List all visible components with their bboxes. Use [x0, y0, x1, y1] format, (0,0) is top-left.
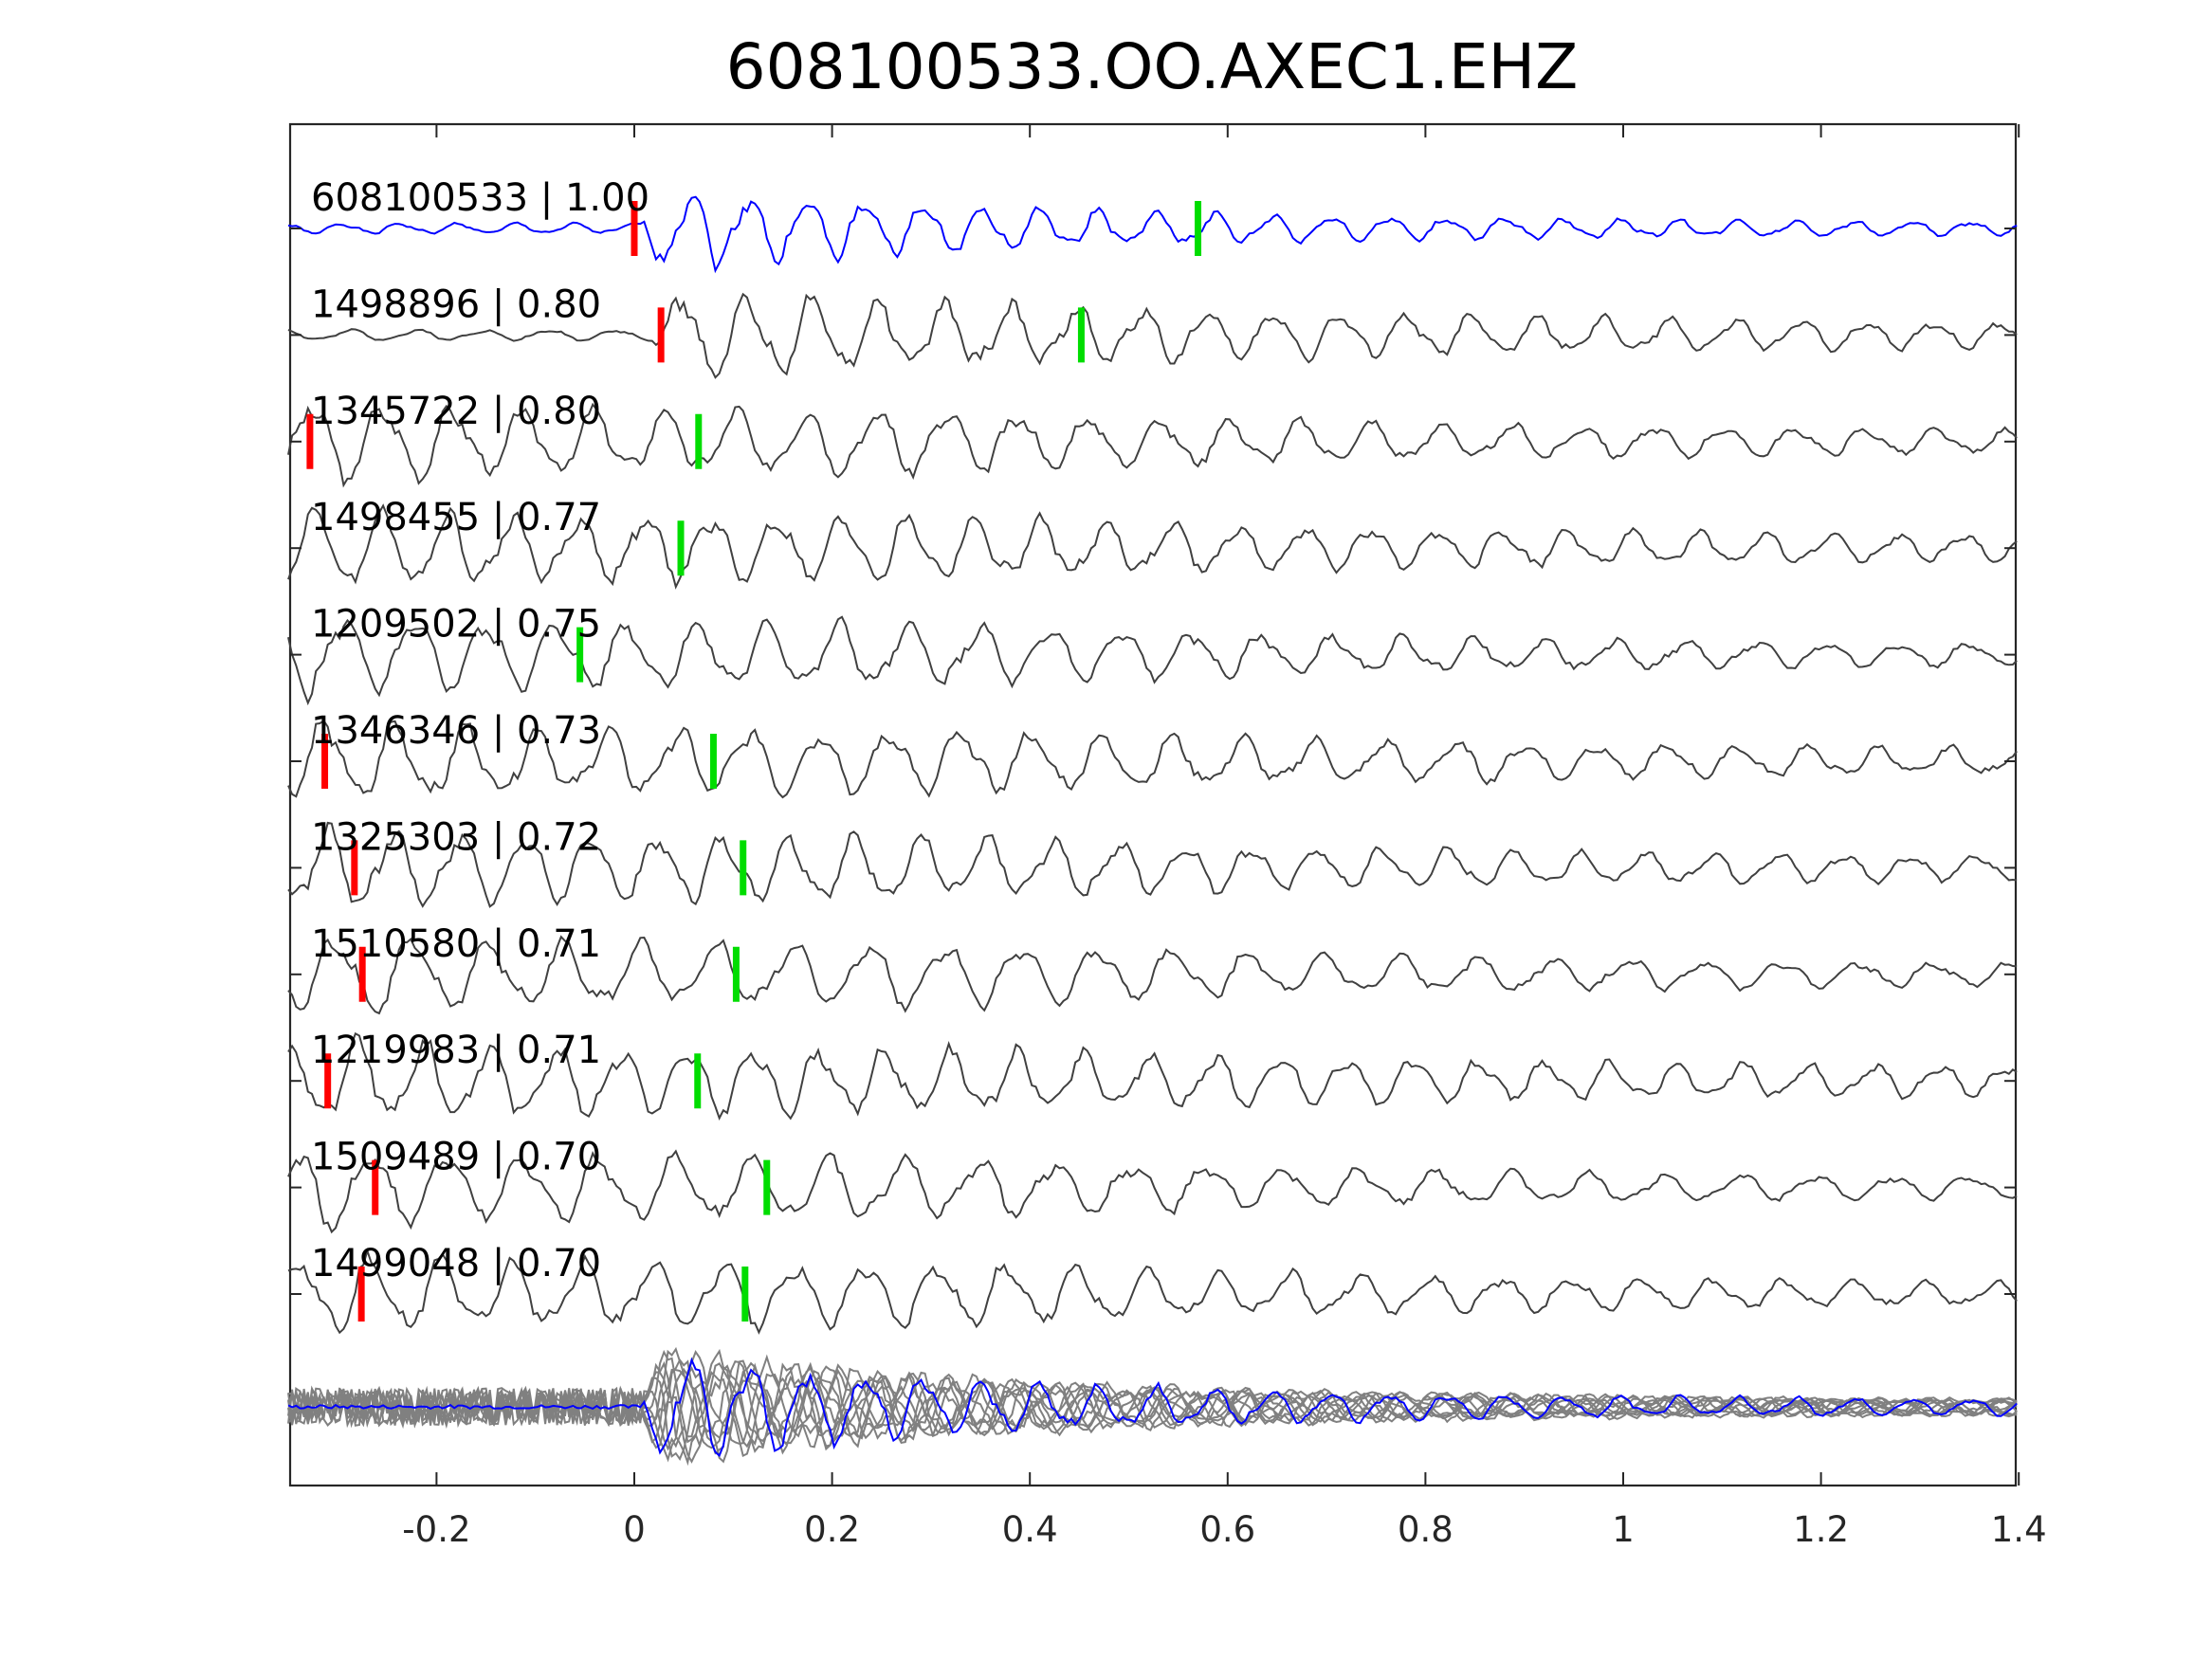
trace-label: 1499048 | 0.70 — [311, 1242, 601, 1285]
trace-1219983 — [287, 1031, 2018, 1121]
stack-overlay — [287, 1346, 2018, 1467]
trace-labels: 608100533 | 1.00 1498896 | 0.80 1345722 | … — [311, 176, 649, 1285]
trace-1510580 — [287, 935, 2018, 1015]
trace-1345722 — [287, 402, 2018, 488]
y-ticks — [290, 228, 2016, 1295]
trace-label: 1346346 | 0.73 — [311, 709, 601, 753]
stack-trace-1209502 — [287, 1349, 2018, 1463]
trace-1498896 — [287, 292, 2018, 379]
x-tick-label: 1 — [1612, 1509, 1635, 1550]
x-tick-label: 1.4 — [1991, 1509, 2047, 1550]
x-tick-label: 1.2 — [1793, 1509, 1849, 1550]
trace-group — [287, 195, 2018, 1335]
trace-label: 1510580 | 0.71 — [311, 922, 601, 966]
trace-1509489 — [287, 1149, 2018, 1234]
axes-box — [288, 122, 2018, 1487]
trace-label: 1345722 | 0.80 — [311, 390, 601, 433]
trace-label: 1498455 | 0.77 — [311, 496, 601, 539]
trace-1325303 — [287, 821, 2018, 908]
x-tick-label: 0.4 — [1002, 1509, 1058, 1550]
x-tick-label: 0.8 — [1398, 1509, 1453, 1550]
trace-1499048 — [287, 1248, 2018, 1335]
trace-label: 1498896 | 0.80 — [311, 283, 601, 326]
trace-label: 608100533 | 1.00 — [311, 176, 649, 220]
trace-1498455 — [287, 503, 2018, 590]
x-tick-label: 0.6 — [1199, 1509, 1255, 1550]
x-tick-label: 0 — [623, 1509, 646, 1550]
x-tick-label: 0.2 — [804, 1509, 860, 1550]
stack-trace-608100533 — [287, 1357, 2018, 1458]
trace-label: 1209502 | 0.75 — [311, 603, 601, 647]
pick-markers — [306, 201, 1202, 1322]
trace-label: 1325303 | 0.72 — [311, 815, 601, 859]
chart-title: 608100533.OO.AXEC1.EHZ — [726, 30, 1579, 103]
x-axis: -0.2 0 0.2 0.4 0.6 0.8 1 1.2 1.4 — [402, 124, 2047, 1550]
trace-608100533 — [287, 195, 2018, 274]
stack-trace-1345722 — [287, 1349, 2018, 1449]
trace-1209502 — [287, 615, 2018, 706]
trace-label: 1219983 | 0.71 — [311, 1029, 601, 1072]
stack-trace-1498455 — [287, 1368, 2018, 1461]
trace-label: 1509489 | 0.70 — [311, 1136, 601, 1179]
trace-1346346 — [287, 720, 2018, 799]
x-tick-label: -0.2 — [402, 1509, 470, 1550]
